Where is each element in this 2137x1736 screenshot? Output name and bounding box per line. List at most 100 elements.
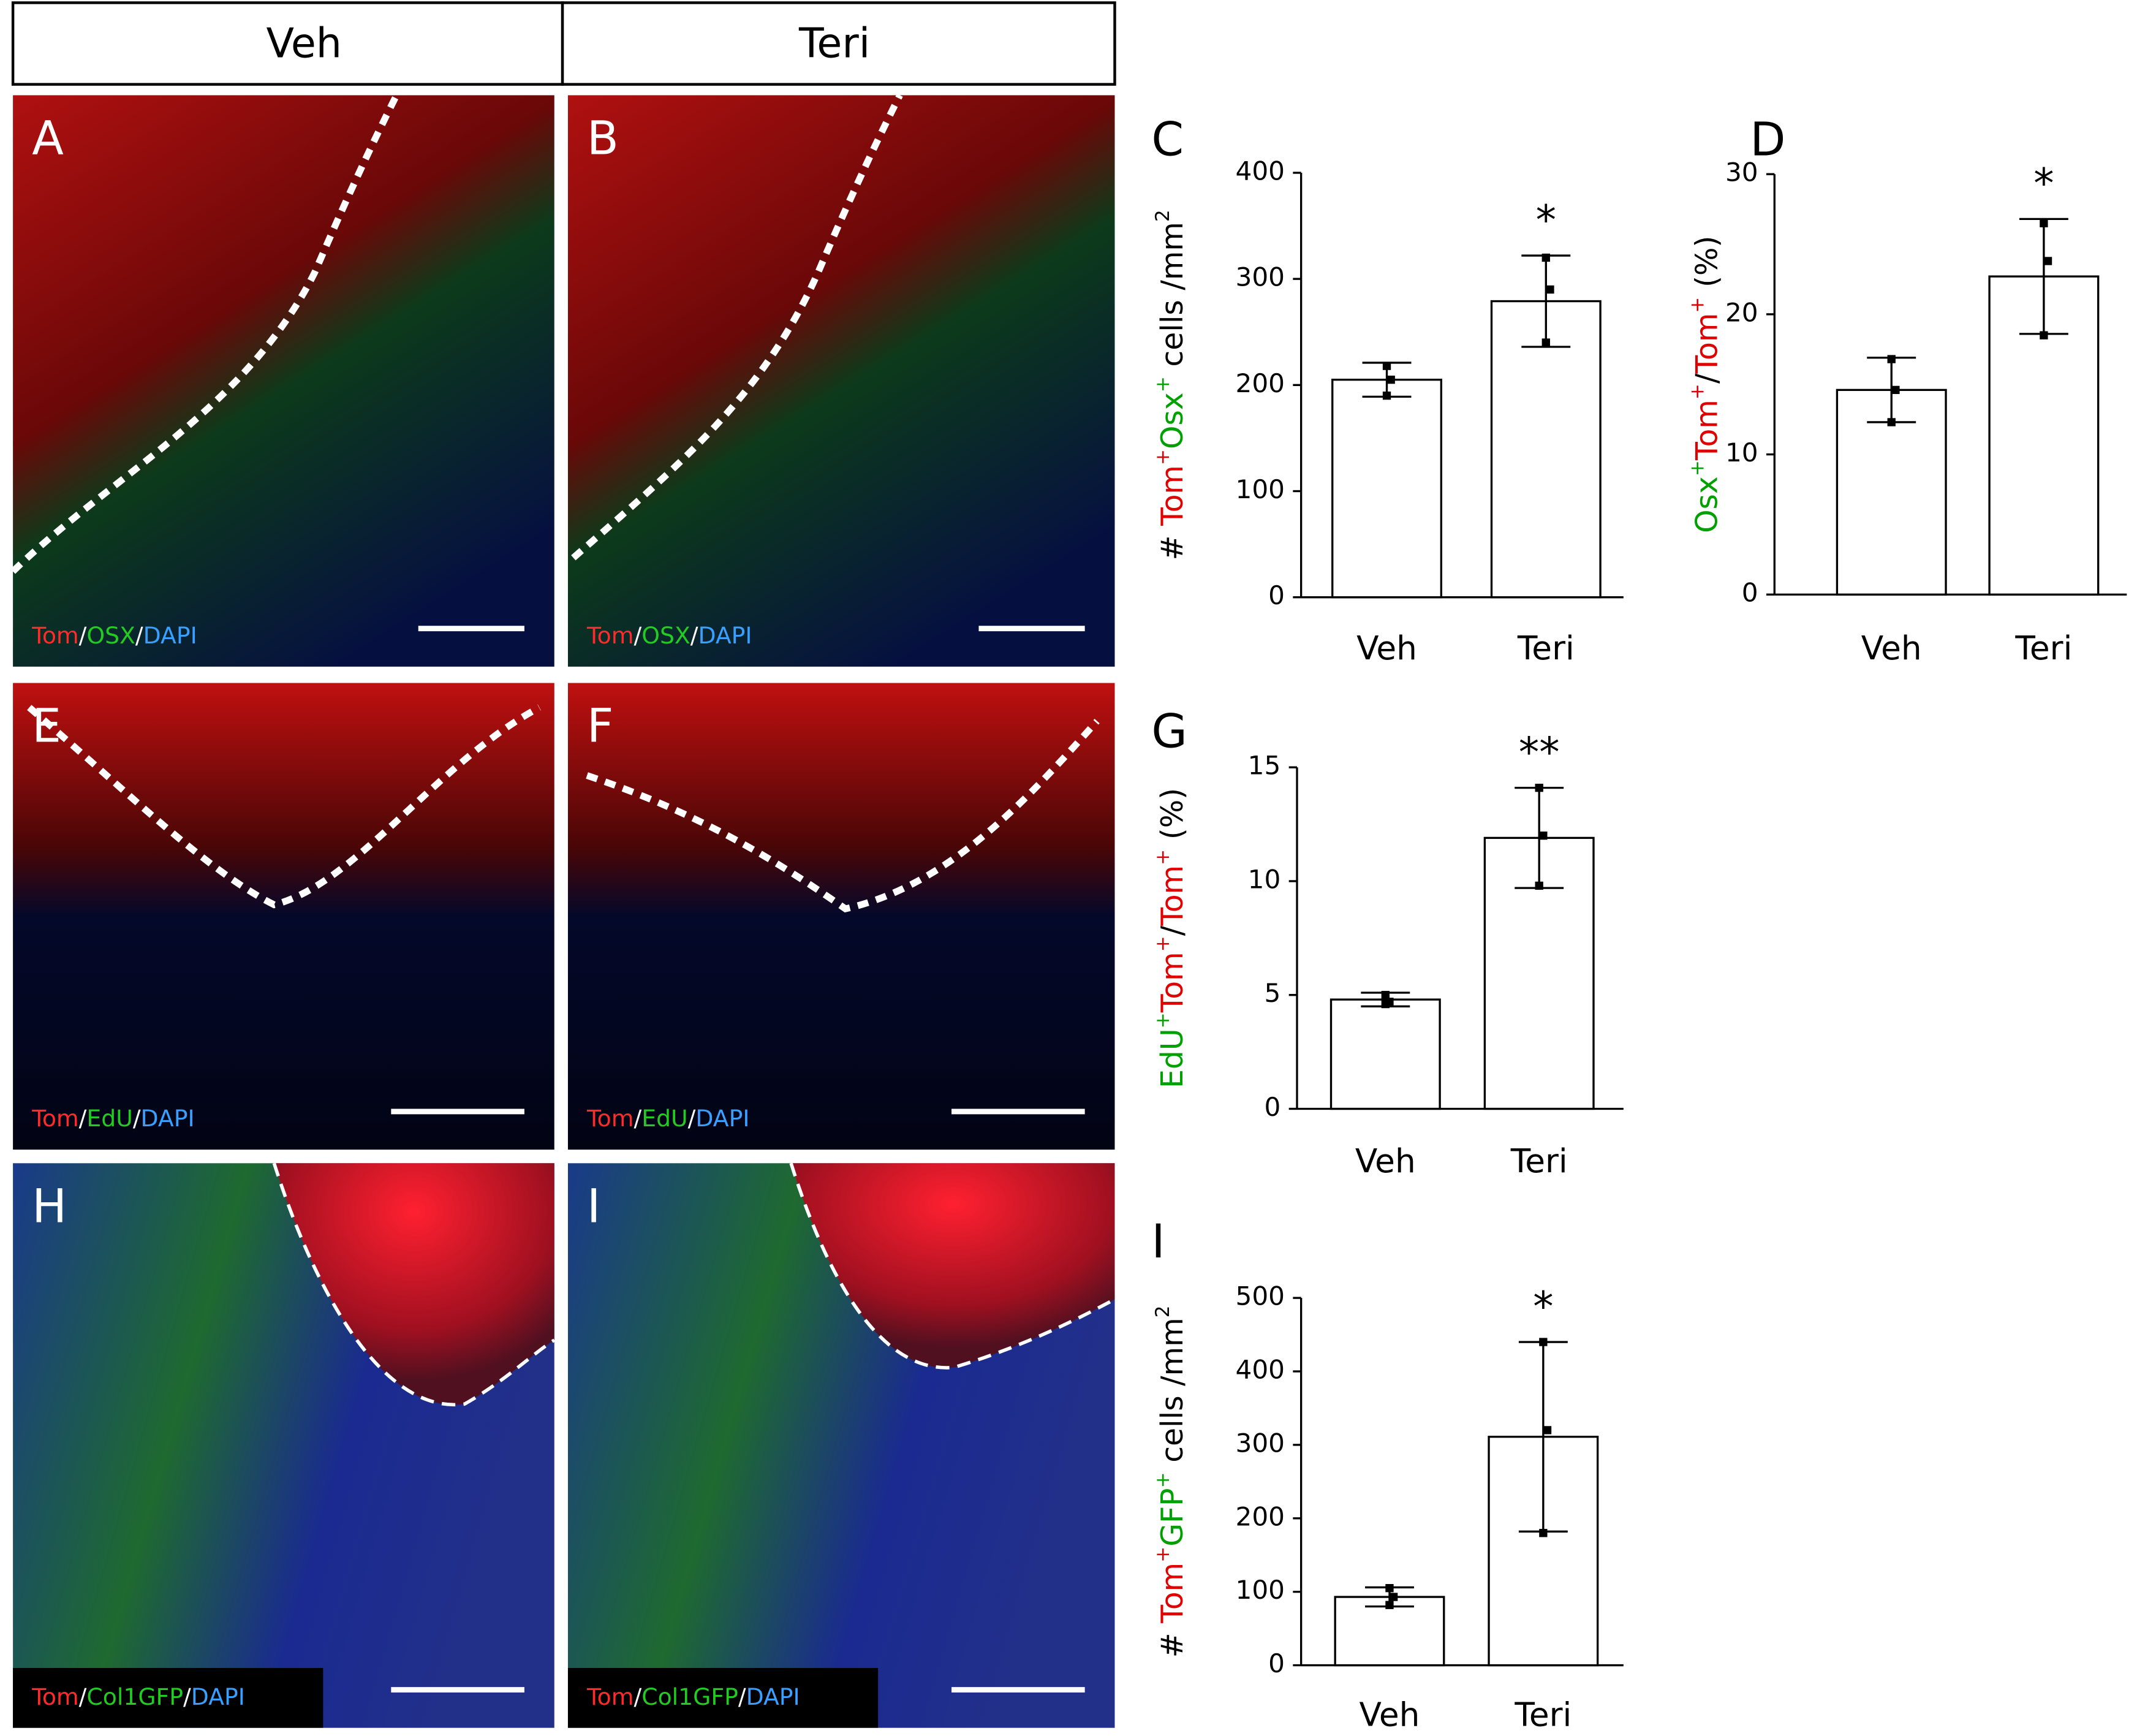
micrograph: [13, 683, 554, 1150]
y-tick-label: 10: [1725, 438, 1758, 468]
data-point: [1543, 1426, 1552, 1435]
stain-part: DAPI: [141, 1105, 195, 1132]
data-point: [1539, 1338, 1548, 1346]
data-point: [1539, 1529, 1548, 1537]
stain-part: Col1GFP: [86, 1683, 183, 1710]
y-label-part: Tom: [1155, 465, 1190, 526]
data-point: [2043, 257, 2052, 265]
panel-letter: G: [1151, 704, 1187, 758]
y-label-part: +: [1152, 376, 1174, 392]
y-tick-label: 300: [1236, 1428, 1285, 1458]
label-box: [13, 1667, 323, 1728]
panel-letter: A: [32, 111, 64, 165]
stain-part: Tom: [586, 1683, 634, 1710]
stain-label: Tom/OSX/DAPI: [586, 622, 752, 649]
stain-part: Tom: [31, 622, 78, 649]
data-point: [2040, 331, 2048, 339]
bar: [1329, 998, 1441, 1110]
y-tick-label: 300: [1236, 262, 1285, 292]
y-label-part: /: [1155, 925, 1190, 936]
y-label-part: +: [1152, 1547, 1174, 1563]
y-label-part: +: [1152, 1012, 1174, 1028]
stain-part: EdU: [641, 1105, 687, 1132]
y-label-part: +: [1152, 449, 1174, 465]
stain-label: Tom/Col1GFP/DAPI: [586, 1683, 800, 1710]
y-tick-label: 200: [1236, 1501, 1285, 1531]
stain-part: Tom: [31, 1683, 78, 1710]
x-tick-label: Teri: [1517, 629, 1575, 667]
y-label-part: GFP: [1155, 1488, 1190, 1546]
y-label-part: Tom: [1155, 865, 1190, 927]
x-tick-label: Veh: [1861, 629, 1922, 667]
y-label-part: /: [1690, 373, 1725, 384]
data-point: [1891, 385, 1900, 395]
y-tick-label: 500: [1236, 1281, 1285, 1311]
y-tick-label: 400: [1236, 1354, 1285, 1384]
data-point: [1539, 831, 1548, 840]
data-point: [1389, 1593, 1398, 1601]
stain-part: /: [79, 1105, 87, 1132]
data-point: [1541, 338, 1550, 347]
header: Teri: [798, 20, 870, 67]
y-tick-label: 100: [1236, 474, 1285, 504]
y-tick-label: 0: [1268, 1648, 1285, 1678]
micrograph: [567, 95, 1115, 667]
header: Veh: [266, 20, 342, 67]
stain-part: /: [634, 1683, 642, 1710]
data-point: [1535, 783, 1543, 792]
cartilage: [274, 1163, 554, 1405]
y-axis-label: EdU+Tom+/Tom+ (%): [1152, 788, 1190, 1088]
stain-label: Tom/Col1GFP/DAPI: [31, 1683, 245, 1710]
y-label-part: Osx: [1690, 476, 1725, 533]
y-tick-label: 100: [1236, 1575, 1285, 1605]
stain-part: Tom: [586, 622, 634, 649]
panel-letter: B: [587, 111, 619, 165]
data-point: [1385, 1584, 1394, 1593]
data-point: [1887, 418, 1896, 426]
y-tick-label: 0: [1268, 580, 1285, 610]
panel-letter: I: [1151, 1215, 1165, 1268]
y-label-part: EdU: [1155, 1028, 1190, 1088]
y-tick-label: 0: [1265, 1092, 1281, 1122]
y-label-part: +: [1152, 936, 1174, 952]
growth-plate-outline: [10, 93, 400, 574]
x-tick-label: Veh: [1360, 1696, 1420, 1734]
y-axis-label: Osx+Tom+/Tom+ (%): [1687, 236, 1725, 533]
stain-part: OSX: [641, 622, 690, 649]
stain-part: /: [183, 1683, 191, 1710]
x-tick-label: Teri: [1514, 1696, 1572, 1734]
stain-label: Tom/OSX/DAPI: [31, 622, 197, 649]
cartilage: [791, 1163, 1115, 1368]
y-tick-label: 400: [1236, 156, 1285, 186]
growth-plate-outline: [586, 719, 1100, 913]
stain-part: OSX: [86, 622, 135, 649]
significance: *: [2033, 159, 2054, 207]
panel-letter: I: [587, 1179, 600, 1233]
y-tick-label: 20: [1725, 297, 1758, 327]
stain-part: DAPI: [698, 622, 752, 649]
data-point: [1535, 881, 1543, 890]
y-label-part: 2: [1152, 1305, 1174, 1317]
y-label-part: Osx: [1155, 392, 1190, 449]
data-point: [1541, 253, 1550, 262]
panel-letter: F: [587, 699, 613, 753]
label-box: [567, 1667, 879, 1728]
stain-label: Tom/EdU/DAPI: [31, 1105, 194, 1132]
stain-part: /: [738, 1683, 746, 1710]
y-tick-label: 30: [1725, 157, 1758, 188]
x-tick-label: Teri: [2014, 629, 2072, 667]
data-point: [1386, 376, 1395, 384]
micrograph: [13, 95, 554, 667]
stain-part: /: [79, 1683, 87, 1710]
growth-plate-outline: [272, 1162, 556, 1407]
y-label-part: (%): [1155, 788, 1190, 849]
y-label-part: cells /mm: [1155, 1317, 1190, 1472]
stain-part: /: [634, 1105, 642, 1132]
header-box: [11, 1, 564, 86]
micrograph: [567, 683, 1115, 1150]
stain-part: DAPI: [695, 1105, 749, 1132]
y-label-part: Tom: [1155, 1563, 1190, 1624]
stain-part: DAPI: [143, 622, 197, 649]
x-tick-label: Veh: [1355, 1142, 1416, 1180]
